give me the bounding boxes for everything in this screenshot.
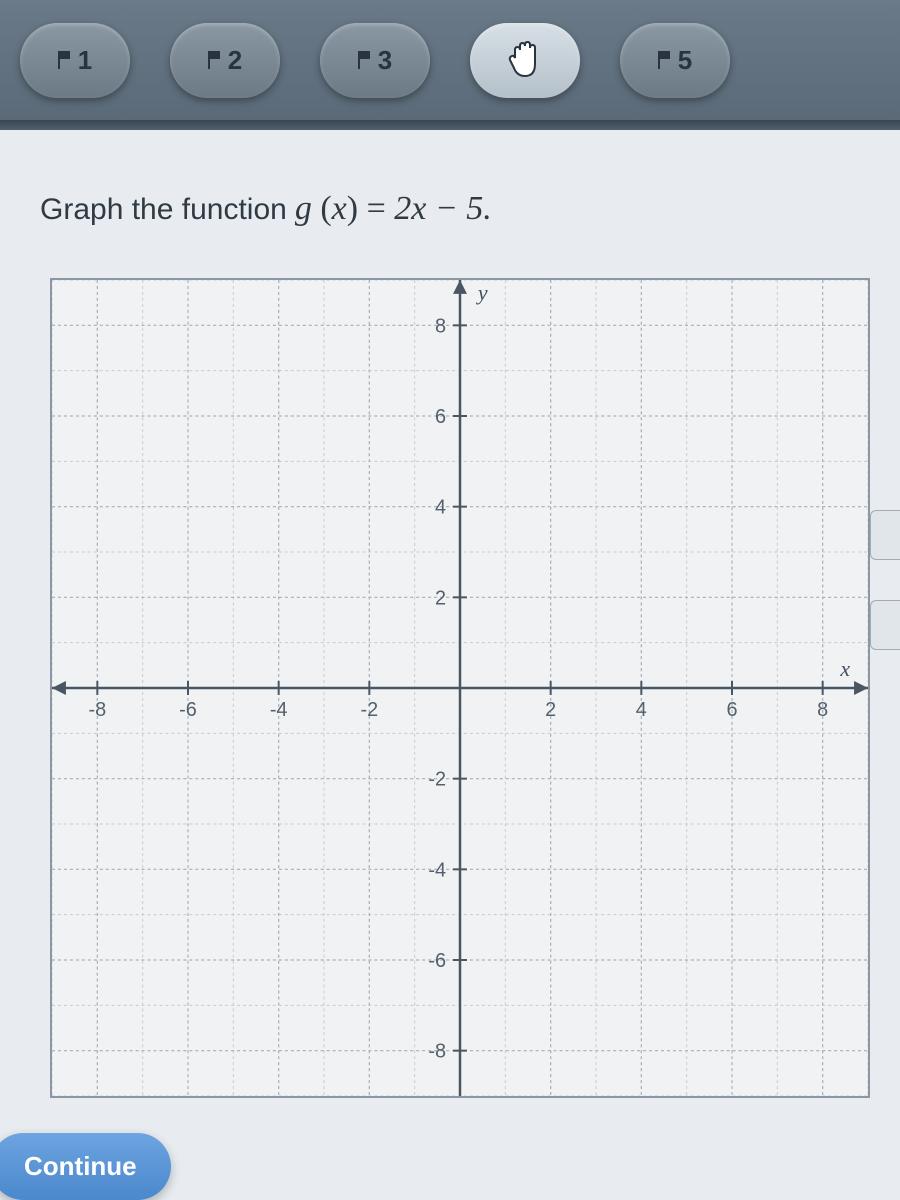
tool-button-5[interactable]: 5: [620, 23, 730, 98]
hand-icon: [505, 38, 545, 82]
side-tool-2[interactable]: [870, 600, 900, 650]
svg-text:y: y: [476, 280, 488, 305]
tool-toolbar: 1 2 3 5: [0, 0, 900, 120]
svg-text:-2: -2: [428, 769, 446, 791]
question-function: g (x) = 2x − 5.: [295, 190, 492, 228]
tool-button-1[interactable]: 1: [20, 23, 130, 98]
coordinate-graph[interactable]: -8 -6 -4 -2 2 4 6 8 8 6 4 2 -2 -4 -6 -8 y x: [50, 278, 870, 1098]
svg-text:6: 6: [435, 406, 446, 428]
svg-text:6: 6: [726, 699, 737, 721]
side-tool-panel: [870, 510, 900, 650]
flag-icon: [208, 51, 222, 69]
flag-icon: [58, 51, 72, 69]
grid-svg[interactable]: -8 -6 -4 -2 2 4 6 8 8 6 4 2 -2 -4 -6 -8 y x: [52, 280, 868, 1096]
continue-button[interactable]: Continue: [0, 1133, 171, 1200]
tool-label: 1: [78, 45, 92, 76]
tool-label: 2: [228, 45, 242, 76]
svg-text:8: 8: [817, 699, 828, 721]
question-prefix: Graph the function: [40, 193, 287, 227]
svg-text:-4: -4: [270, 699, 288, 721]
svg-text:2: 2: [545, 699, 556, 721]
svg-text:-2: -2: [360, 699, 378, 721]
svg-text:-6: -6: [428, 950, 446, 972]
svg-text:-8: -8: [428, 1041, 446, 1063]
svg-text:4: 4: [435, 497, 446, 519]
tool-button-hand[interactable]: [470, 23, 580, 98]
svg-text:-8: -8: [88, 699, 106, 721]
svg-text:x: x: [839, 656, 850, 681]
tool-button-3[interactable]: 3: [320, 23, 430, 98]
flag-icon: [658, 51, 672, 69]
side-tool-1[interactable]: [870, 510, 900, 560]
tool-button-2[interactable]: 2: [170, 23, 280, 98]
flag-icon: [358, 51, 372, 69]
svg-text:-6: -6: [179, 699, 197, 721]
toolbar-divider: [0, 120, 900, 130]
svg-text:2: 2: [435, 587, 446, 609]
svg-text:8: 8: [435, 315, 446, 337]
tool-label: 5: [678, 45, 692, 76]
question-text: Graph the function g (x) = 2x − 5.: [40, 190, 860, 228]
svg-text:-4: -4: [428, 859, 446, 881]
tool-label: 3: [378, 45, 392, 76]
content-area: Graph the function g (x) = 2x − 5. -8-6-…: [0, 130, 900, 1200]
svg-text:4: 4: [636, 699, 647, 721]
